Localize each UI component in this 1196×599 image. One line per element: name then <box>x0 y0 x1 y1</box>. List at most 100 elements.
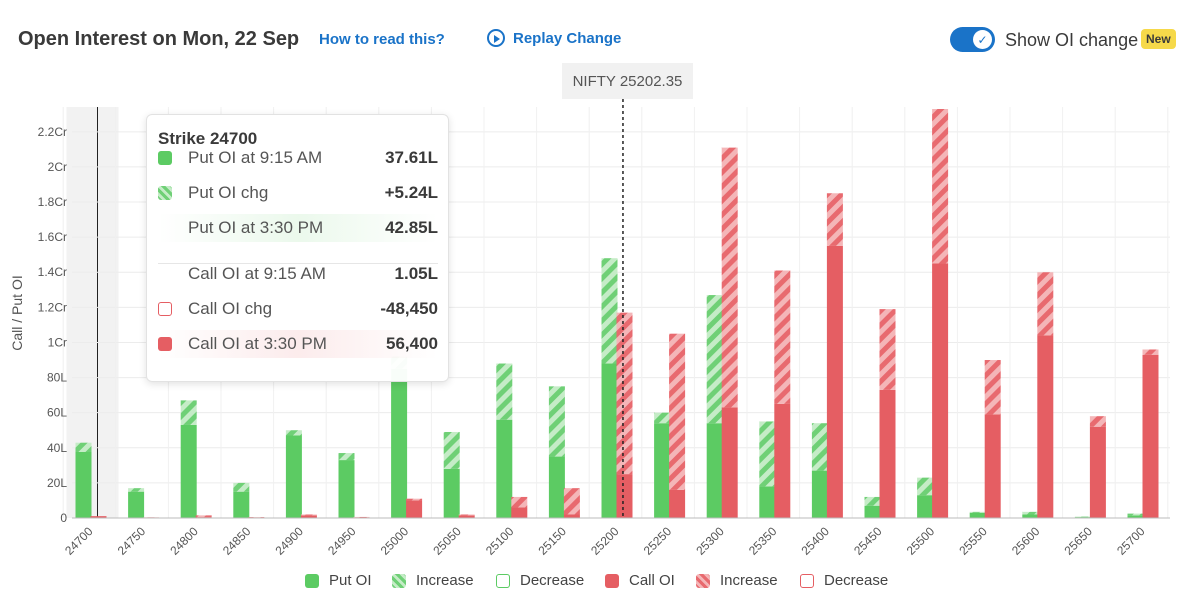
call-oi-bar[interactable] <box>458 515 475 518</box>
call-oi-bar[interactable] <box>826 245 843 518</box>
put-oi-bar[interactable] <box>548 456 565 518</box>
y-axis-label: Call / Put OI <box>9 275 25 350</box>
call-oi-bar[interactable] <box>1089 426 1106 518</box>
tooltip-row-value: -48,450 <box>380 299 438 318</box>
put-increase-bar[interactable] <box>1074 516 1091 518</box>
legend-put-oi[interactable]: Put OI <box>305 572 372 589</box>
put-oi-bar[interactable] <box>443 468 460 518</box>
put-increase-bar[interactable] <box>864 496 881 506</box>
put-increase-bar[interactable] <box>285 430 302 436</box>
show-oi-change-toggle[interactable]: ✓ <box>950 27 995 52</box>
call-oi-bar[interactable] <box>300 515 317 518</box>
x-tick-label: 25450 <box>851 524 885 558</box>
call-increase-bar[interactable] <box>616 312 633 475</box>
tooltip-row-label: Call OI at 3:30 PM <box>188 334 327 353</box>
put-increase-bar[interactable] <box>496 363 513 420</box>
how-to-read-link[interactable]: How to read this? <box>319 31 445 48</box>
x-tick-label: 25550 <box>956 524 990 558</box>
call-increase-bar[interactable] <box>248 517 265 518</box>
put-oi-bar[interactable] <box>233 491 250 518</box>
put-oi-bar[interactable] <box>759 486 776 518</box>
call-increase-bar[interactable] <box>932 109 949 264</box>
legend-put-increase[interactable]: Increase <box>392 572 474 589</box>
put-oi-bar[interactable] <box>1022 514 1039 518</box>
put-oi-bar[interactable] <box>654 423 671 518</box>
put-oi-bar[interactable] <box>811 470 828 518</box>
call-increase-bar[interactable] <box>1037 272 1054 336</box>
y-tick-label: 1.6Cr <box>38 230 67 244</box>
call-increase-bar[interactable] <box>984 360 1001 415</box>
put-increase-bar[interactable] <box>180 400 197 425</box>
call-increase-bar[interactable] <box>669 333 686 490</box>
call-oi-bar[interactable] <box>721 407 738 518</box>
put-oi-bar[interactable] <box>338 460 355 518</box>
put-increase-bar[interactable] <box>75 442 92 452</box>
put-increase-bar[interactable] <box>548 386 565 457</box>
put-oi-bar[interactable] <box>128 491 145 518</box>
tooltip-row-label: Call OI at 9:15 AM <box>188 264 326 283</box>
call-increase-bar[interactable] <box>879 309 896 390</box>
replay-change-button[interactable]: Replay Change <box>487 29 621 47</box>
y-tick-label: 1.8Cr <box>38 195 67 209</box>
call-increase-bar[interactable] <box>563 488 580 515</box>
put-oi-bar[interactable] <box>75 451 92 518</box>
call-increase-bar[interactable] <box>826 193 843 246</box>
legend-call-decrease[interactable]: Decrease <box>800 572 888 589</box>
put-increase-bar[interactable] <box>917 477 934 496</box>
call-oi-bar[interactable] <box>669 489 686 518</box>
call-outline-icon <box>158 302 172 316</box>
put-increase-bar[interactable] <box>601 258 618 364</box>
put-increase-bar[interactable] <box>128 488 145 492</box>
legend-call-increase[interactable]: Increase <box>696 572 778 589</box>
call-increase-bar[interactable] <box>195 515 212 518</box>
y-tick-label: 2Cr <box>48 160 67 174</box>
call-increase-bar[interactable] <box>721 147 738 408</box>
call-increase-bar[interactable] <box>1089 416 1106 427</box>
call-increase-bar[interactable] <box>406 498 423 501</box>
put-increase-bar[interactable] <box>706 295 723 424</box>
call-decrease-bar[interactable] <box>90 516 107 519</box>
legend-put-decrease[interactable]: Decrease <box>496 572 584 589</box>
put-oi-bar[interactable] <box>706 423 723 518</box>
put-oi-bar[interactable] <box>601 363 618 518</box>
replay-change-label: Replay Change <box>513 29 622 47</box>
call-increase-bar[interactable] <box>1142 349 1159 355</box>
x-tick-label: 25100 <box>483 524 517 558</box>
put-increase-bar[interactable] <box>1022 511 1039 515</box>
put-increase-bar[interactable] <box>443 431 460 469</box>
put-oi-bar[interactable] <box>864 505 881 518</box>
put-oi-bar[interactable] <box>496 419 513 518</box>
put-increase-bar[interactable] <box>654 412 671 424</box>
call-increase-bar[interactable] <box>511 496 528 508</box>
call-increase-bar[interactable] <box>774 270 791 404</box>
tooltip-row: Put OI at 9:15 AM 37.61L <box>158 144 438 172</box>
call-oi-bar[interactable] <box>774 403 791 518</box>
call-oi-bar[interactable] <box>879 389 896 518</box>
call-oi-bar[interactable] <box>406 500 423 518</box>
call-increase-bar[interactable] <box>458 514 475 516</box>
call-oi-bar[interactable] <box>932 263 949 518</box>
put-oi-bar[interactable] <box>917 495 934 518</box>
put-increase-bar[interactable] <box>811 423 828 471</box>
call-oi-bar[interactable] <box>1037 335 1054 518</box>
put-increase-swatch-icon <box>392 573 406 588</box>
put-increase-bar[interactable] <box>759 421 776 487</box>
put-oi-bar[interactable] <box>1127 515 1144 518</box>
call-increase-bar[interactable] <box>300 514 317 516</box>
put-oi-bar[interactable] <box>180 424 197 518</box>
put-oi-bar[interactable] <box>285 435 302 518</box>
call-oi-bar[interactable] <box>616 474 633 518</box>
put-increase-bar[interactable] <box>233 482 250 492</box>
put-oi-bar[interactable] <box>391 368 408 518</box>
put-increase-bar[interactable] <box>969 511 986 513</box>
call-oi-bar[interactable] <box>511 507 528 518</box>
put-oi-bar[interactable] <box>969 512 986 518</box>
call-oi-bar[interactable] <box>984 414 1001 518</box>
call-oi-bar[interactable] <box>563 514 580 518</box>
call-oi-bar[interactable] <box>1142 354 1159 518</box>
put-increase-bar[interactable] <box>338 453 355 461</box>
put-increase-bar[interactable] <box>1127 513 1144 516</box>
call-increase-bar[interactable] <box>353 516 370 518</box>
legend-call-oi[interactable]: Call OI <box>605 572 675 589</box>
